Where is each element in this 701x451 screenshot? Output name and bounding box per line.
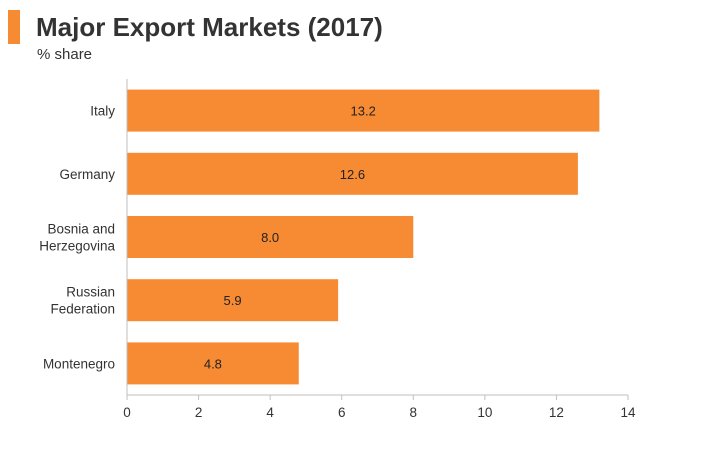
category-label-0: Italy xyxy=(90,104,115,119)
category-label-1: Germany xyxy=(59,167,115,182)
x-tick-label-1: 2 xyxy=(195,405,203,420)
value-label-4: 4.8 xyxy=(204,356,222,371)
chart-title: Major Export Markets (2017) xyxy=(36,12,383,42)
axes-group xyxy=(126,79,629,400)
value-label-2: 8.0 xyxy=(261,230,279,245)
x-tick-label-6: 12 xyxy=(549,405,564,420)
x-tick-label-7: 14 xyxy=(620,405,636,420)
x-tick-label-3: 6 xyxy=(338,405,346,420)
category-labels: Italy Germany Bosnia and Herzegovina Russian… xyxy=(39,104,115,372)
value-labels: 13.2 12.6 8.0 5.9 4.8 xyxy=(204,104,376,372)
bar-1 xyxy=(127,152,578,195)
title-accent-bar xyxy=(8,10,20,44)
bar-2 xyxy=(127,216,414,258)
category-label-3: Russian Federation xyxy=(50,285,115,317)
value-label-3: 5.9 xyxy=(224,293,242,308)
value-label-1: 12.6 xyxy=(340,167,365,182)
bar-0 xyxy=(127,89,600,132)
bar-4 xyxy=(127,342,299,385)
category-label-2: Bosnia and Herzegovina xyxy=(39,222,115,254)
category-label-4: Montenegro xyxy=(43,356,115,371)
value-label-0: 13.2 xyxy=(351,104,376,119)
bars-group xyxy=(127,89,600,385)
x-tick-labels: 0 2 4 6 8 10 12 14 xyxy=(123,405,636,420)
x-tick-label-5: 10 xyxy=(477,405,492,420)
chart-subtitle: % share xyxy=(37,46,93,63)
x-tick-label-4: 8 xyxy=(410,405,418,420)
bar-3 xyxy=(127,279,339,322)
x-tick-label-0: 0 xyxy=(123,405,131,420)
x-tick-label-2: 4 xyxy=(266,405,274,420)
